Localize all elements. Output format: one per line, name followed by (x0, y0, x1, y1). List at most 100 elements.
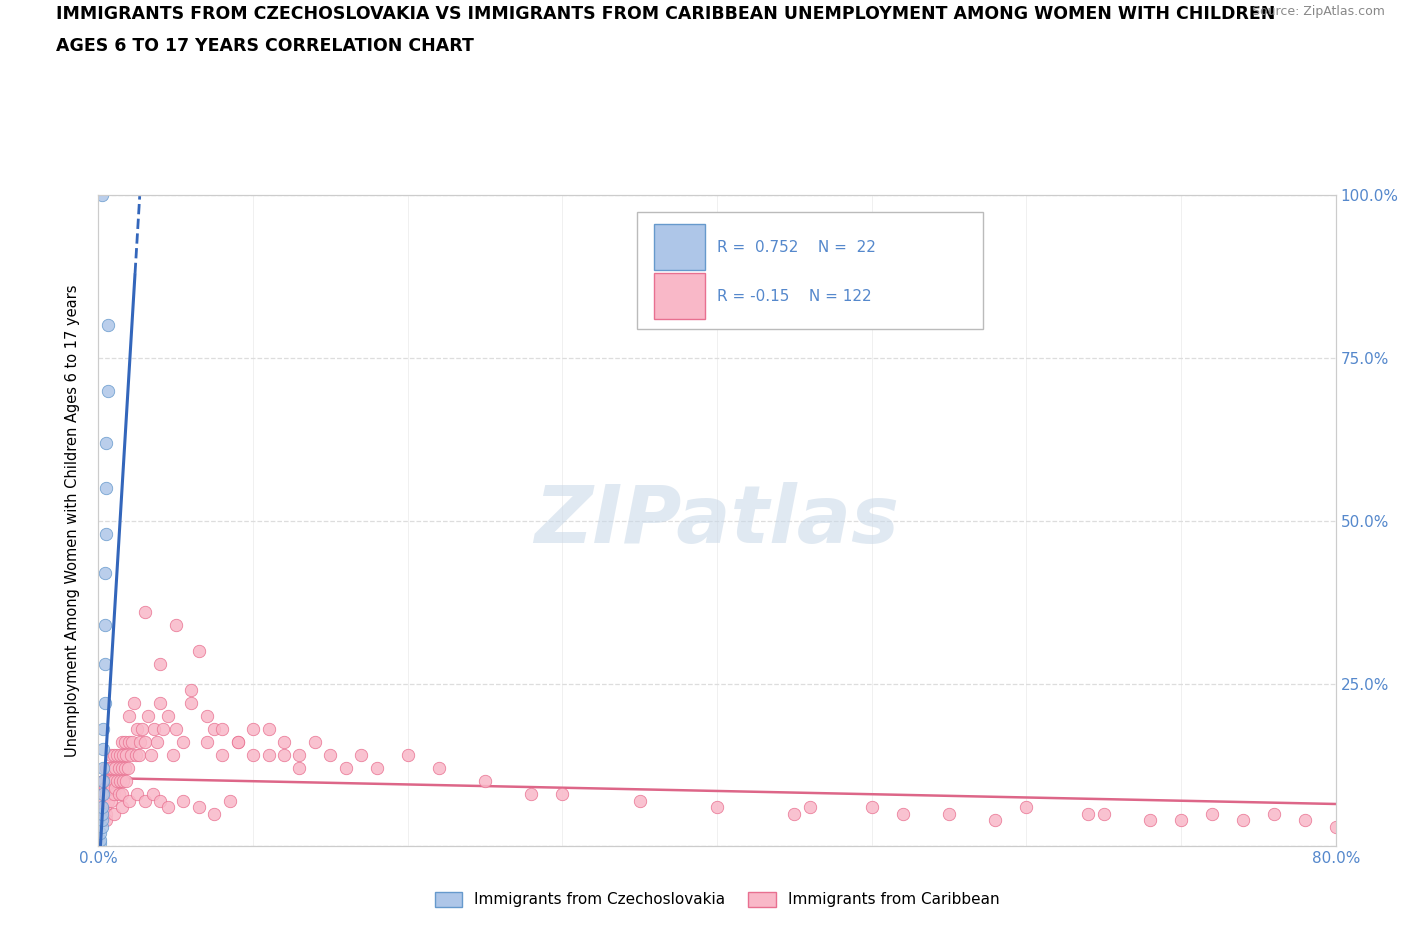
Point (628, 793, 651, 808)
Point (938, 806, 960, 821)
Point (288, 761, 311, 776)
Point (93, 618, 115, 632)
Point (139, 748, 162, 763)
Y-axis label: Unemployment Among Women with Children Ages 6 to 17 years: Unemployment Among Women with Children A… (65, 285, 80, 757)
Point (273, 735, 295, 750)
Point (91, 722, 114, 737)
Text: R = -0.15    N = 122: R = -0.15 N = 122 (717, 288, 872, 304)
Point (226, 735, 249, 750)
Point (97, 774, 120, 789)
Point (91, 793, 114, 808)
Point (180, 683, 202, 698)
Point (108, 748, 131, 763)
Point (204, 806, 226, 821)
Point (89, 836, 111, 851)
Point (984, 813, 1007, 828)
Point (90, 813, 112, 828)
Point (257, 722, 280, 737)
Text: Source: ZipAtlas.com: Source: ZipAtlas.com (1251, 5, 1385, 18)
Point (204, 722, 226, 737)
Point (89, 826, 111, 841)
Point (103, 774, 125, 789)
Point (100, 748, 122, 763)
Point (149, 793, 172, 808)
Point (96, 435, 118, 450)
Point (474, 774, 496, 789)
Point (93, 800, 115, 815)
Point (427, 761, 450, 776)
Point (122, 696, 145, 711)
Point (134, 793, 156, 808)
Point (104, 780, 127, 795)
Point (188, 800, 211, 815)
Point (173, 793, 195, 808)
Point (93, 565, 115, 580)
FancyBboxPatch shape (637, 212, 983, 329)
Point (157, 709, 180, 724)
Point (1092, 806, 1115, 821)
Point (146, 735, 169, 750)
Point (90, 819, 112, 834)
Point (136, 709, 159, 724)
Point (111, 787, 134, 802)
FancyBboxPatch shape (654, 273, 704, 319)
Point (180, 696, 202, 711)
Point (90, 806, 112, 821)
Point (783, 806, 806, 821)
Point (107, 787, 129, 802)
Point (120, 748, 142, 763)
Point (118, 735, 141, 750)
Text: AGES 6 TO 17 YEARS CORRELATION CHART: AGES 6 TO 17 YEARS CORRELATION CHART (56, 37, 474, 55)
Point (91, 741, 114, 756)
Point (319, 748, 342, 763)
Point (129, 735, 152, 750)
Point (1077, 806, 1099, 821)
FancyBboxPatch shape (654, 224, 704, 271)
Point (111, 761, 134, 776)
Point (112, 748, 135, 763)
Point (142, 787, 165, 802)
Point (799, 800, 821, 815)
Point (91, 761, 114, 776)
Point (134, 604, 156, 619)
Point (90, 787, 112, 802)
Point (195, 709, 218, 724)
Point (520, 787, 543, 802)
Point (118, 793, 141, 808)
Point (96, 787, 118, 802)
Point (96, 481, 118, 496)
Point (226, 735, 249, 750)
Point (89, 800, 111, 815)
Point (100, 774, 122, 789)
Point (335, 761, 357, 776)
Point (551, 787, 574, 802)
Point (1015, 800, 1038, 815)
Point (131, 722, 153, 737)
Point (165, 722, 187, 737)
Point (98, 787, 121, 802)
Point (97, 383, 120, 398)
Point (1263, 806, 1285, 821)
Point (706, 800, 728, 815)
Point (143, 722, 166, 737)
Point (97, 793, 120, 808)
Point (188, 644, 211, 658)
Point (152, 722, 174, 737)
Point (127, 722, 149, 737)
Point (134, 735, 156, 750)
Point (1232, 813, 1254, 828)
Point (105, 748, 128, 763)
Point (96, 761, 118, 776)
Point (107, 761, 129, 776)
Point (98, 761, 121, 776)
Point (114, 761, 136, 776)
Point (257, 748, 280, 763)
Point (124, 748, 146, 763)
Point (1324, 819, 1347, 834)
Point (211, 722, 233, 737)
Point (108, 774, 131, 789)
Point (105, 774, 128, 789)
Point (162, 748, 184, 763)
Point (860, 800, 883, 815)
Point (242, 722, 264, 737)
